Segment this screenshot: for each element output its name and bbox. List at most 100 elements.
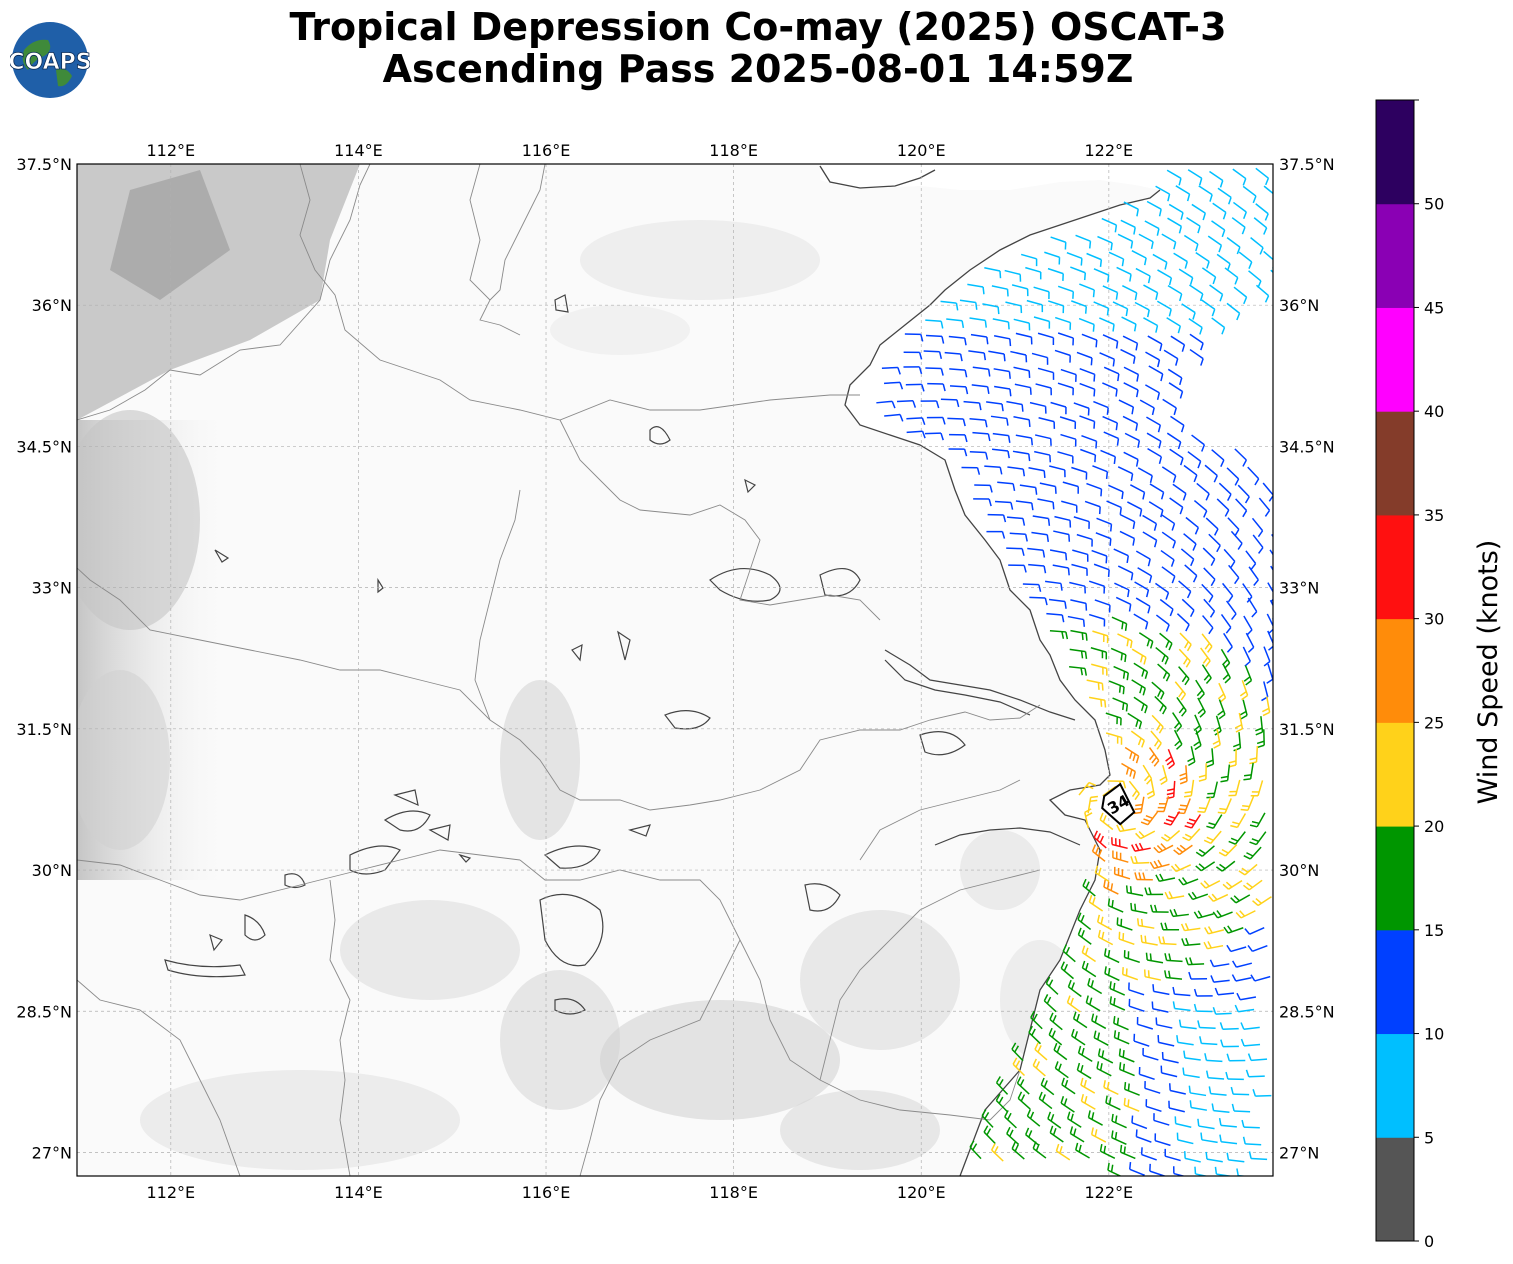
wind-barb: [1070, 266, 1087, 281]
wind-barb: [1226, 302, 1241, 321]
wind-barb: [1166, 432, 1182, 450]
wind-barb: [1060, 433, 1077, 447]
wind-barb: [1208, 1086, 1227, 1096]
wind-barb: [1145, 384, 1161, 400]
wind-barb: [1169, 448, 1184, 466]
wind-barb: [1197, 1020, 1216, 1029]
wind-barb: [1235, 910, 1256, 919]
wind-barb: [1146, 416, 1162, 433]
wind-barb: [1070, 599, 1088, 611]
wind-barb: [1123, 366, 1140, 382]
wind-barb: [993, 368, 1011, 379]
wind-barb: [1160, 513, 1176, 531]
colorbar-segment: [1376, 411, 1414, 516]
wind-barb: [1124, 746, 1140, 764]
wind-barb: [1105, 712, 1122, 726]
wind-barb: [1006, 400, 1024, 412]
wind-barb: [1245, 550, 1257, 570]
wind-barb: [1201, 664, 1212, 685]
colorbar-tick-label: 50: [1424, 195, 1444, 214]
colorbar-tick-label: 30: [1424, 610, 1444, 629]
wind-barb: [1152, 984, 1170, 996]
wind-barb: [1155, 646, 1169, 665]
wind-barb: [1054, 316, 1072, 330]
wind-barb: [1270, 565, 1273, 572]
wind-barb: [1193, 730, 1202, 751]
wind-barb: [1178, 1019, 1197, 1030]
lon-tick-label-top: 114°E: [334, 141, 383, 160]
wind-barb: [1135, 1129, 1152, 1143]
wind-barb: [1117, 633, 1133, 649]
wind-barb: [1144, 1081, 1161, 1094]
wind-barb: [1209, 170, 1224, 188]
wind-barb: [1226, 600, 1237, 621]
wind-barb: [984, 465, 1003, 475]
wind-barb: [1133, 662, 1149, 679]
wind-barb: [1187, 169, 1203, 186]
wind-barb: [1187, 746, 1196, 767]
wind-barb: [1240, 795, 1255, 811]
wind-barb: [1189, 333, 1204, 351]
wind-barb: [995, 1076, 1009, 1095]
wind-barb: [1216, 498, 1230, 517]
wind-barb: [1183, 234, 1199, 252]
lat-tick-label-left: 34.5°N: [16, 437, 72, 456]
wind-barb: [1220, 1039, 1239, 1048]
colorbar: [1375, 99, 1415, 1242]
wind-barb: [1202, 547, 1216, 566]
wind-barb: [1218, 1118, 1237, 1128]
wind-barb: [1111, 1113, 1127, 1129]
wind-barb: [1091, 549, 1108, 564]
wind-barb: [1047, 267, 1064, 281]
wind-barb: [1112, 850, 1129, 863]
wind-barb: [883, 381, 904, 390]
wind-barb: [1116, 266, 1132, 282]
wind-barb: [1145, 351, 1161, 368]
wind-barb: [1201, 583, 1214, 603]
wind-barb: [1075, 234, 1092, 249]
wind-barb: [1151, 714, 1164, 734]
wind-barb: [1158, 936, 1177, 946]
wind-barb: [881, 366, 901, 375]
wind-barb: [1022, 583, 1042, 592]
wind-barb: [944, 351, 963, 362]
wind-barb: [1113, 1016, 1129, 1031]
wind-barb: [1189, 348, 1204, 366]
wind-barb: [1162, 398, 1177, 416]
wind-barb: [1203, 941, 1224, 950]
wind-barb: [1086, 482, 1103, 497]
wind-barb: [1112, 301, 1129, 317]
wind-barb: [1255, 716, 1264, 736]
wind-barb: [984, 266, 1002, 279]
wind-barb: [1237, 484, 1250, 504]
wind-barb: [1228, 779, 1241, 797]
wind-barb: [1142, 514, 1158, 531]
wind-barb: [1159, 764, 1168, 786]
wind-barb: [1193, 499, 1208, 518]
wind-barb: [1205, 1151, 1223, 1163]
lon-tick-label-bottom: 116°E: [522, 1183, 571, 1202]
colorbar-segment: [1376, 100, 1414, 205]
wind-barb: [972, 431, 991, 442]
wind-barb: [1012, 1057, 1026, 1077]
wind-barb: [1164, 1148, 1181, 1162]
wind-barb: [1163, 349, 1179, 366]
wind-barb: [1172, 1001, 1191, 1012]
wind-barb: [1156, 300, 1172, 317]
wind-barb: [1123, 451, 1139, 467]
wind-barb: [1115, 596, 1132, 612]
wind-barb: [1160, 1065, 1178, 1078]
wind-barb: [1025, 266, 1042, 280]
lat-tick-label-left: 30°N: [32, 861, 72, 880]
wind-barb: [1176, 1132, 1194, 1145]
wind-barb: [1069, 1126, 1085, 1143]
wind-barb: [1015, 332, 1033, 345]
wind-barb: [1226, 944, 1247, 953]
wind-barb: [1252, 534, 1264, 554]
wind-barb: [1043, 994, 1057, 1013]
wind-barb: [1223, 548, 1236, 568]
wind-barb: [1020, 253, 1038, 267]
wind-barb: [1240, 1038, 1261, 1047]
wind-barb: [1123, 950, 1140, 964]
wind-barb: [1226, 1152, 1245, 1163]
